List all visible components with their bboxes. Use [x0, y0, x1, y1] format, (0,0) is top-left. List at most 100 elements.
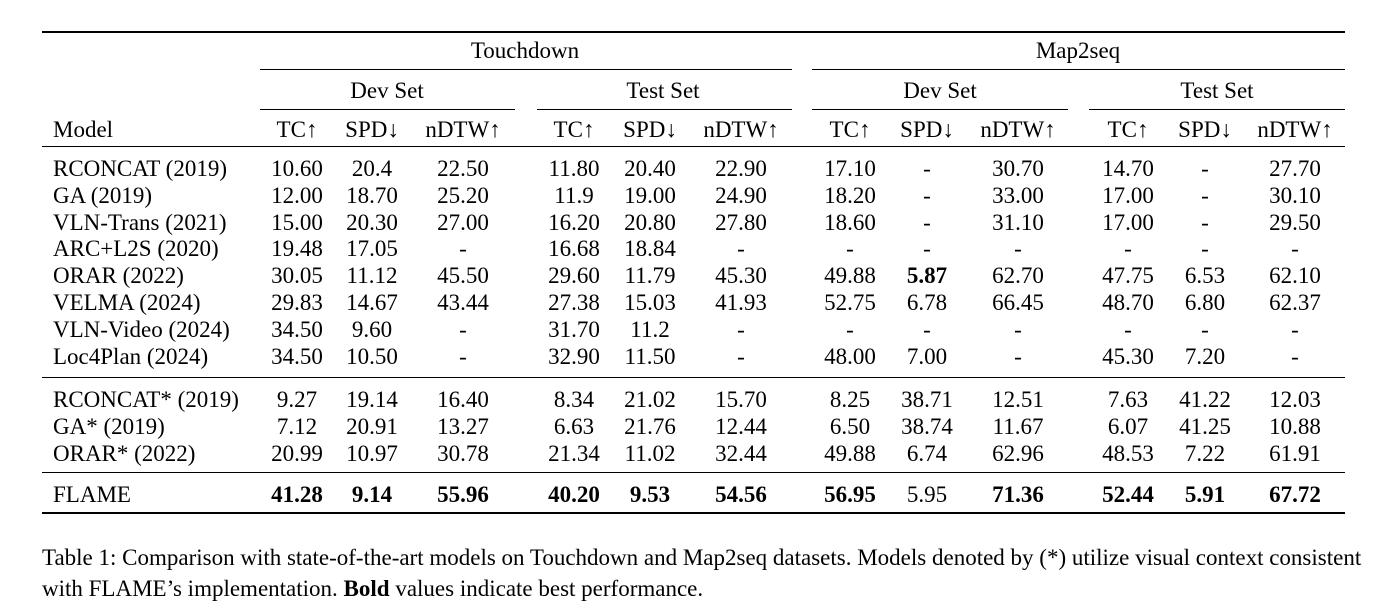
metric-cell: 30.78	[437, 441, 489, 466]
metric-cell: -	[1201, 236, 1209, 261]
metric-cell: -	[1291, 236, 1299, 261]
metric-cell: 7.63	[1107, 387, 1149, 412]
metric-cell: 16.20	[548, 210, 600, 235]
metric-header: TC↑	[829, 117, 871, 142]
metric-cell: 17.10	[824, 156, 876, 181]
set-header: Dev Set	[350, 78, 424, 103]
metric-cell: 15.70	[715, 387, 767, 412]
model-name: ORAR* (2022)	[53, 441, 196, 466]
metric-cell: 49.88	[824, 441, 876, 466]
metric-cell: 14.70	[1102, 156, 1154, 181]
group-header: Map2seq	[1035, 38, 1121, 63]
metric-cell: 52.75	[824, 290, 876, 315]
metric-cell: 34.50	[271, 344, 323, 369]
metric-cell: 20.80	[624, 210, 676, 235]
metric-cell: 7.12	[276, 414, 318, 439]
metric-cell: -	[459, 236, 467, 261]
metric-cell: 11.50	[624, 344, 676, 369]
metric-cell: 48.70	[1102, 290, 1154, 315]
metric-cell: 15.00	[271, 210, 323, 235]
model-name: RCONCAT* (2019)	[53, 387, 239, 412]
metric-cell: -	[1201, 183, 1209, 208]
metric-cell: 14.67	[346, 290, 398, 315]
model-name: RCONCAT (2019)	[53, 156, 228, 181]
metric-cell: 48.53	[1102, 441, 1154, 466]
metric-cell: 32.44	[715, 441, 767, 466]
metric-cell: 16.68	[548, 236, 600, 261]
metric-cell: 13.27	[437, 414, 489, 439]
metric-header: nDTW↑	[425, 117, 501, 142]
metric-cell: 49.88	[824, 263, 876, 288]
metric-cell: 29.60	[548, 263, 600, 288]
set-underline	[537, 109, 792, 110]
metric-cell: -	[923, 156, 931, 181]
metric-cell: 12.51	[992, 387, 1044, 412]
metric-cell: 32.90	[548, 344, 600, 369]
header-rule	[42, 146, 1345, 147]
metric-cell: 6.53	[1184, 263, 1226, 288]
metric-cell: 56.95	[824, 482, 876, 507]
metric-header: SPD↓	[623, 117, 677, 142]
metric-cell: 21.76	[624, 414, 676, 439]
metric-cell: 41.22	[1179, 387, 1231, 412]
metric-cell: 10.97	[346, 441, 398, 466]
caption-label: Table 1:	[42, 545, 117, 570]
metric-cell: 6.50	[829, 414, 871, 439]
metric-cell: 11.67	[992, 414, 1044, 439]
metric-cell: 12.00	[271, 183, 323, 208]
metric-cell: 41.25	[1179, 414, 1231, 439]
metric-cell: 38.74	[901, 414, 953, 439]
caption-bold-word: Bold	[343, 576, 390, 601]
metric-cell: 22.90	[715, 156, 767, 181]
metric-cell: 62.37	[1269, 290, 1321, 315]
metric-cell: 5.91	[1184, 482, 1226, 507]
metric-cell: 27.00	[437, 210, 489, 235]
metric-cell: 43.44	[437, 290, 489, 315]
metric-header: TC↑	[553, 117, 595, 142]
model-name: GA (2019)	[53, 183, 153, 208]
set-underline	[812, 109, 1068, 110]
metric-header: nDTW↑	[703, 117, 779, 142]
set-underline	[260, 109, 515, 110]
metric-cell: 45.50	[437, 263, 489, 288]
metric-cell: -	[923, 210, 931, 235]
metric-cell: 7.22	[1184, 441, 1226, 466]
metric-cell: 71.36	[992, 482, 1044, 507]
group-underline	[260, 69, 792, 70]
metric-cell: 62.70	[992, 263, 1044, 288]
metric-cell: 11.12	[346, 263, 398, 288]
metric-cell: 11.02	[624, 441, 676, 466]
metric-cell: 7.00	[906, 344, 948, 369]
metric-cell: -	[846, 317, 854, 342]
metric-cell: 20.4	[351, 156, 393, 181]
metric-cell: 62.10	[1269, 263, 1321, 288]
metric-cell: -	[1291, 317, 1299, 342]
metric-cell: 17.00	[1102, 183, 1154, 208]
section-rule	[42, 472, 1345, 473]
metric-cell: -	[1014, 344, 1022, 369]
metric-cell: -	[1291, 344, 1299, 369]
metric-cell: 47.75	[1102, 263, 1154, 288]
group-header: Touchdown	[470, 38, 580, 63]
metric-cell: -	[923, 317, 931, 342]
metric-cell: 17.00	[1102, 210, 1154, 235]
metric-cell: 30.10	[1269, 183, 1321, 208]
metric-cell: 66.45	[992, 290, 1044, 315]
set-underline	[1089, 109, 1345, 110]
metric-cell: 55.96	[437, 482, 489, 507]
metric-cell: -	[1124, 317, 1132, 342]
metric-cell: 19.14	[346, 387, 398, 412]
metric-cell: 27.38	[548, 290, 600, 315]
metric-header: TC↑	[1107, 117, 1149, 142]
metric-cell: 25.20	[437, 183, 489, 208]
metric-cell: 20.40	[624, 156, 676, 181]
metric-cell: 22.50	[437, 156, 489, 181]
metric-cell: 10.60	[271, 156, 323, 181]
model-name: VELMA (2024)	[53, 290, 201, 315]
metric-cell: 18.84	[624, 236, 676, 261]
metric-cell: 11.80	[548, 156, 600, 181]
metric-cell: 9.27	[276, 387, 318, 412]
metric-cell: 18.70	[346, 183, 398, 208]
metric-cell: 21.34	[548, 441, 600, 466]
metric-cell: 34.50	[271, 317, 323, 342]
